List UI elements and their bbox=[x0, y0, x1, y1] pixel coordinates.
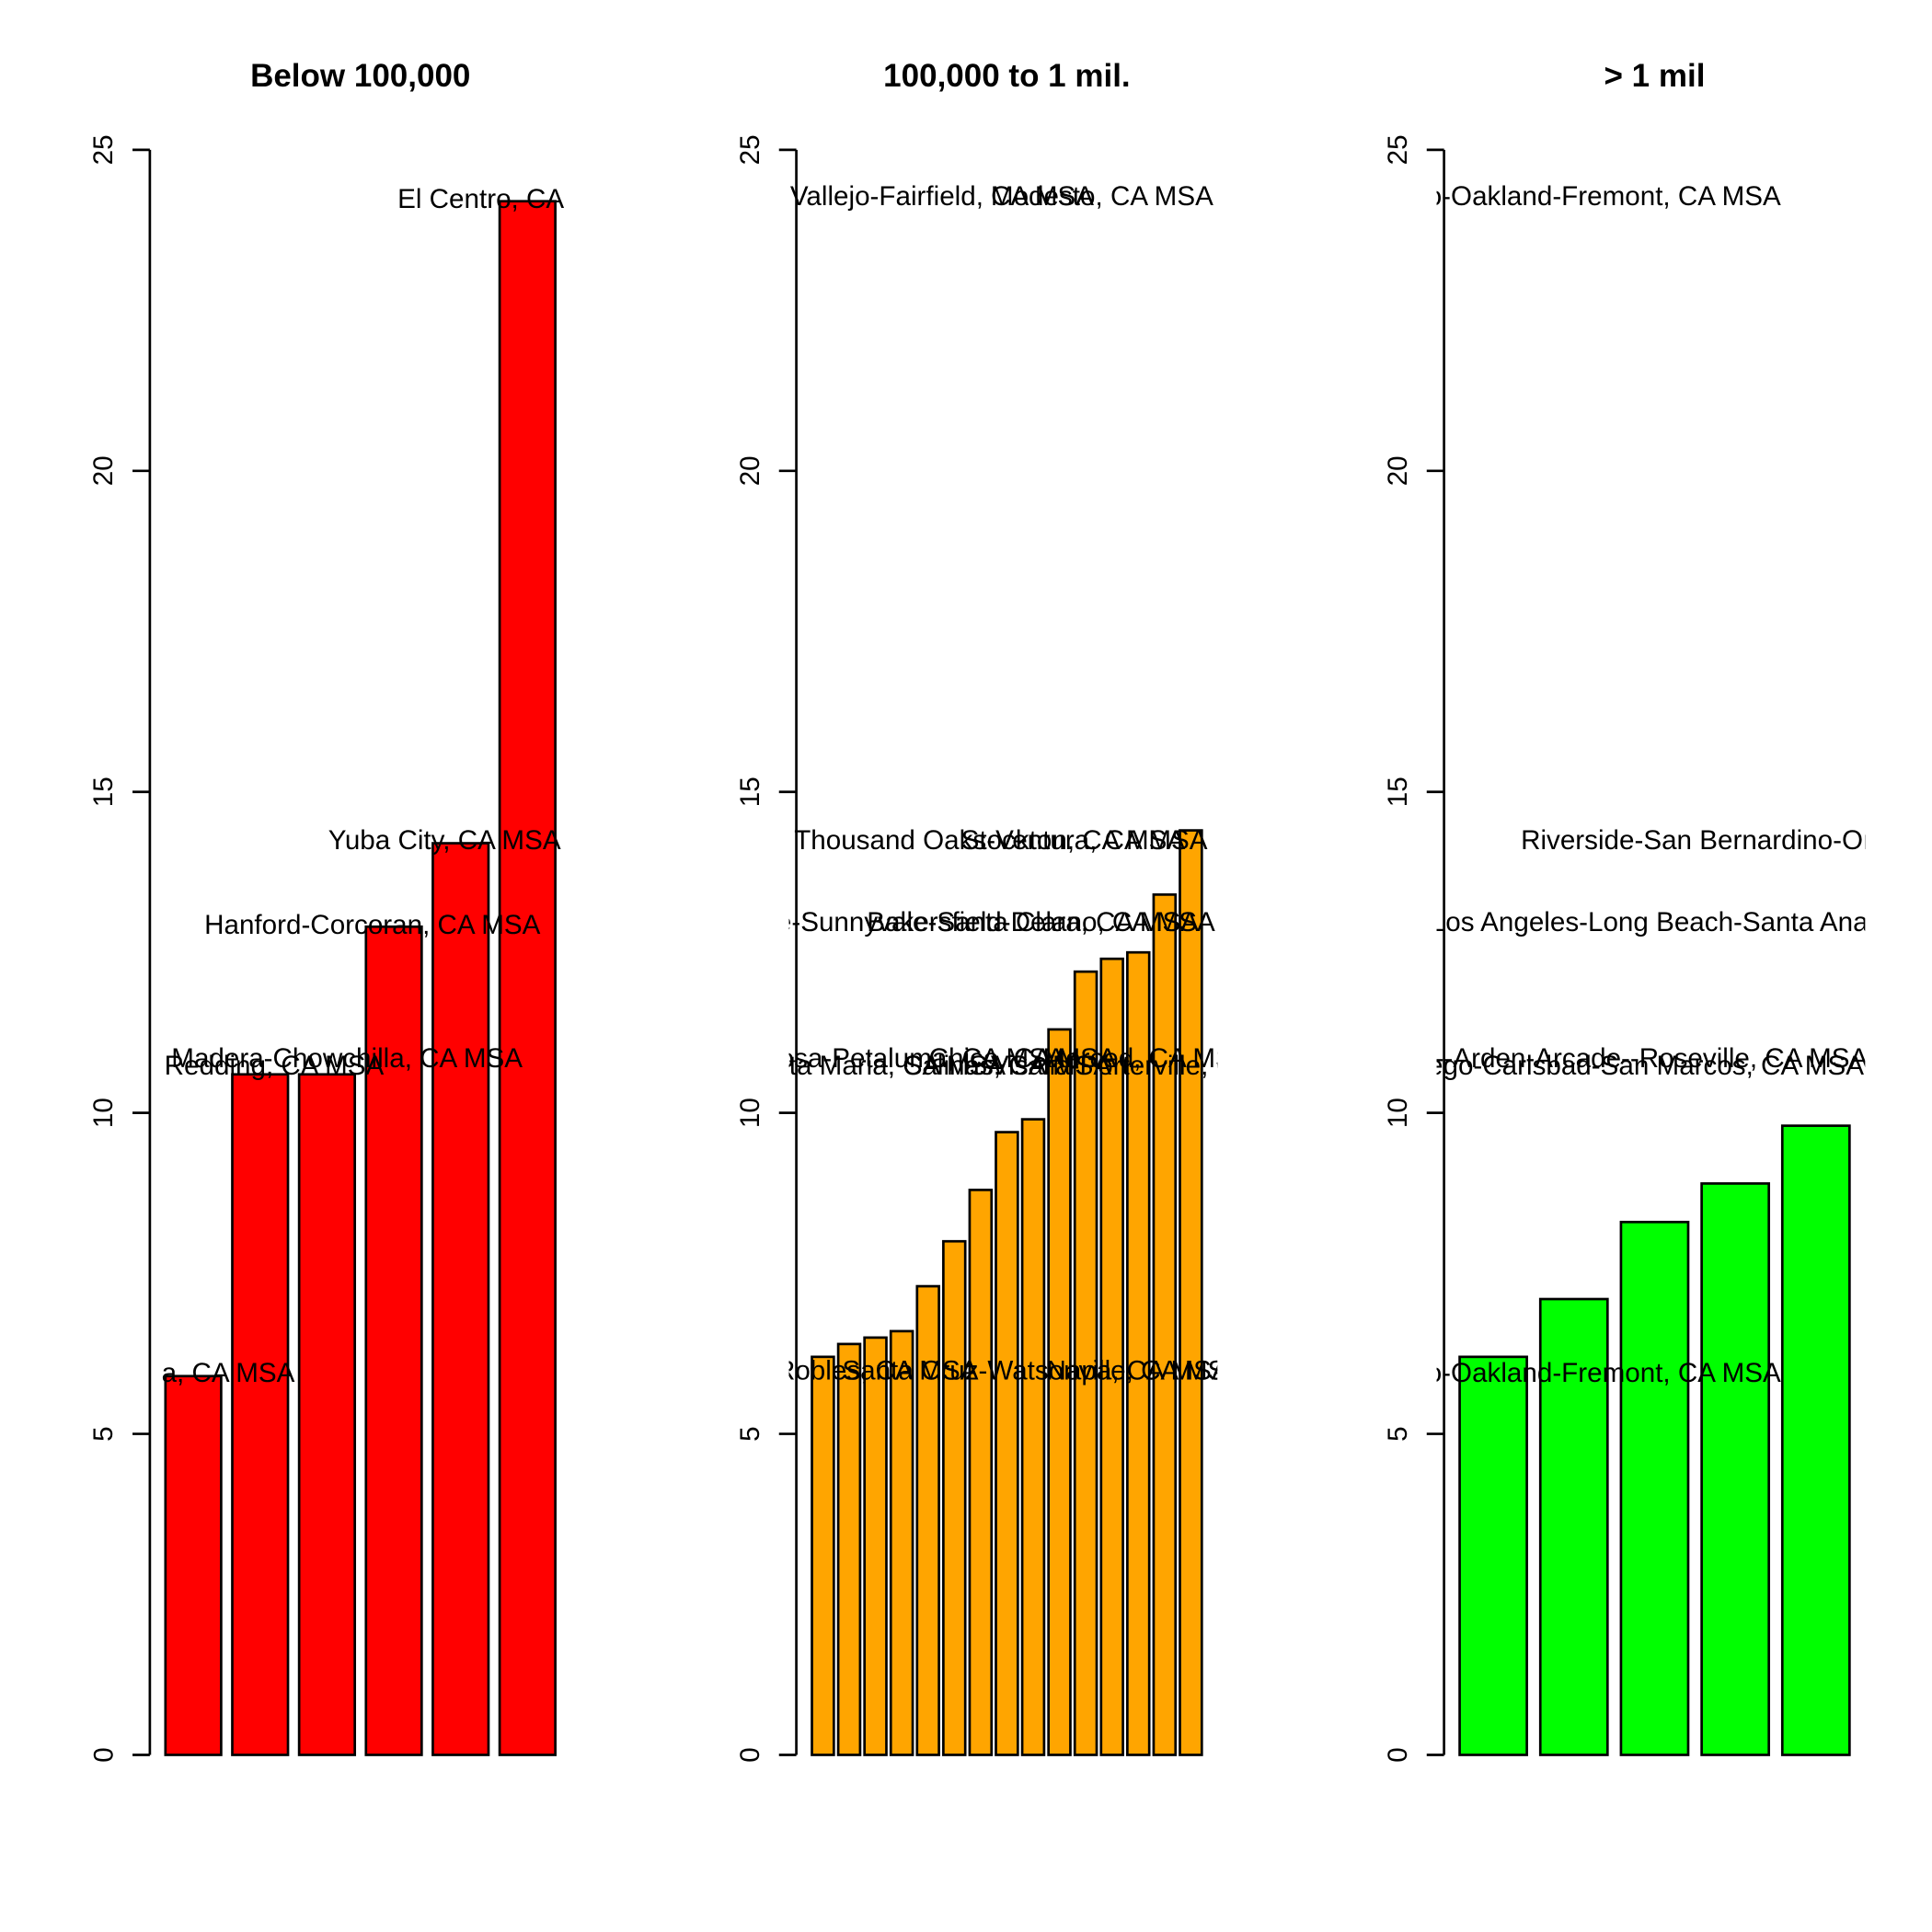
bar bbox=[863, 1336, 888, 1756]
bar bbox=[1126, 950, 1151, 1756]
y-tick-label: 0 bbox=[735, 1747, 765, 1762]
annotation: Santa Rosa-Petaluma, CA MSA bbox=[681, 1043, 1065, 1074]
y-tick-label: 0 bbox=[1383, 1747, 1413, 1762]
bar bbox=[1099, 957, 1124, 1756]
bar bbox=[1458, 1355, 1528, 1756]
y-tick-label: 10 bbox=[735, 1098, 765, 1128]
annotation: El Centro, CA MSA bbox=[397, 184, 629, 214]
y-tick-label: 20 bbox=[1383, 455, 1413, 486]
y-tick-label: 15 bbox=[1383, 776, 1413, 807]
bar bbox=[1152, 893, 1178, 1756]
bar bbox=[968, 1189, 994, 1756]
bar bbox=[1020, 1118, 1046, 1756]
bar bbox=[811, 1355, 835, 1756]
annotation: Thousand Oaks-Ventura, CA MSA bbox=[794, 825, 1208, 856]
annotation: Bakersfield-Delano, CA MSA bbox=[867, 907, 1215, 937]
annotation: Merced, CA MSA bbox=[1042, 1043, 1251, 1074]
annotation: Sacramento--Arden-Arcade--Roseville, CA … bbox=[1288, 1043, 1868, 1074]
bar bbox=[1179, 829, 1203, 1756]
chart-title: > 1 mil bbox=[1604, 58, 1706, 94]
bar bbox=[498, 200, 557, 1756]
y-tick-label: 20 bbox=[735, 455, 765, 486]
bar bbox=[1780, 1124, 1851, 1756]
bar bbox=[915, 1284, 940, 1756]
annotation: Napa, CA MSA bbox=[1047, 1355, 1230, 1386]
chart-title: 100,000 to 1 mil. bbox=[883, 58, 1130, 94]
annotation: Salinas, CA MSA bbox=[904, 1051, 1112, 1081]
bar bbox=[942, 1239, 967, 1756]
bar bbox=[364, 925, 423, 1756]
bar bbox=[995, 1131, 1019, 1756]
annotation: Redding, CA MSA bbox=[165, 1051, 385, 1081]
y-tick-label: 10 bbox=[1383, 1098, 1413, 1128]
chart-title: Below 100,000 bbox=[250, 58, 470, 94]
annotation: Riverside-San Bernardino-Ontario, CA MSA bbox=[1521, 825, 1932, 856]
annotation: Los Angeles-Long Beach-Santa Ana, CA MSA bbox=[1431, 907, 1932, 937]
annotation: San Diego-Carlsbad-San Marcos, CA MSA bbox=[1346, 1051, 1864, 1081]
annotations: San Francisco-Oakland-Fremont, CA MSA Riv… bbox=[1268, 181, 1932, 1388]
y-tick-label: 5 bbox=[88, 1426, 119, 1441]
annotation: a, CA MSA bbox=[162, 1358, 295, 1388]
bar bbox=[889, 1329, 914, 1756]
annotation: Vallejo-Fairfield, CA MSA bbox=[790, 181, 1094, 212]
y-tick-label: 5 bbox=[735, 1426, 765, 1441]
annotation: Santa Cruz-Watsonville, CA MSA bbox=[842, 1355, 1244, 1386]
bar bbox=[431, 842, 490, 1756]
annotation: San Luis Obispo-Paso Robles, CA MSA bbox=[497, 1355, 979, 1386]
annotation: Yuba City, CA MSA bbox=[328, 825, 561, 856]
annotation: San Francisco-Oakland-Fremont, CA MSA bbox=[1268, 181, 1781, 212]
y-tick-label: 25 bbox=[735, 134, 765, 165]
bar bbox=[1700, 1182, 1771, 1756]
annotation: Santa Barbara-Santa Maria, CA MSA bbox=[556, 1051, 1006, 1081]
bar bbox=[1047, 1028, 1072, 1756]
y-tick-label: 25 bbox=[88, 134, 119, 165]
annotation: Visalia-Porterville, CA MSA bbox=[991, 1051, 1319, 1081]
bar bbox=[836, 1342, 862, 1756]
y-tick-label: 15 bbox=[735, 776, 765, 807]
annotation: Madera-Chowchilla, CA MSA bbox=[171, 1043, 523, 1074]
bar bbox=[164, 1374, 223, 1756]
annotation: San Francisco-Oakland-Fremont, CA MSA bbox=[1268, 1358, 1781, 1388]
y-tick-label: 25 bbox=[1383, 134, 1413, 165]
annotations: El Centro, CA MSA Yuba City, CA MSA Hanfor… bbox=[162, 184, 629, 1388]
y-tick-label: 15 bbox=[88, 776, 119, 807]
bar bbox=[1073, 970, 1098, 1756]
bar bbox=[1619, 1220, 1690, 1756]
y-tick-label: 10 bbox=[88, 1098, 119, 1128]
annotation: Stockton, CA MSA bbox=[961, 825, 1186, 856]
y-tick-label: 0 bbox=[88, 1747, 119, 1762]
y-tick-label: 5 bbox=[1383, 1426, 1413, 1441]
annotation: San Jose-Sunnyvale-Santa Clara, CA MSA bbox=[678, 907, 1199, 937]
annotation: Hanford-Corcoran, CA MSA bbox=[204, 910, 541, 940]
annotation: Chico, CA MSA bbox=[929, 1043, 1117, 1074]
bar bbox=[231, 1073, 290, 1756]
bar bbox=[1538, 1297, 1609, 1756]
bar bbox=[297, 1073, 357, 1756]
annotation: Modesto, CA MSA bbox=[991, 181, 1213, 212]
y-tick-label: 20 bbox=[88, 455, 119, 486]
